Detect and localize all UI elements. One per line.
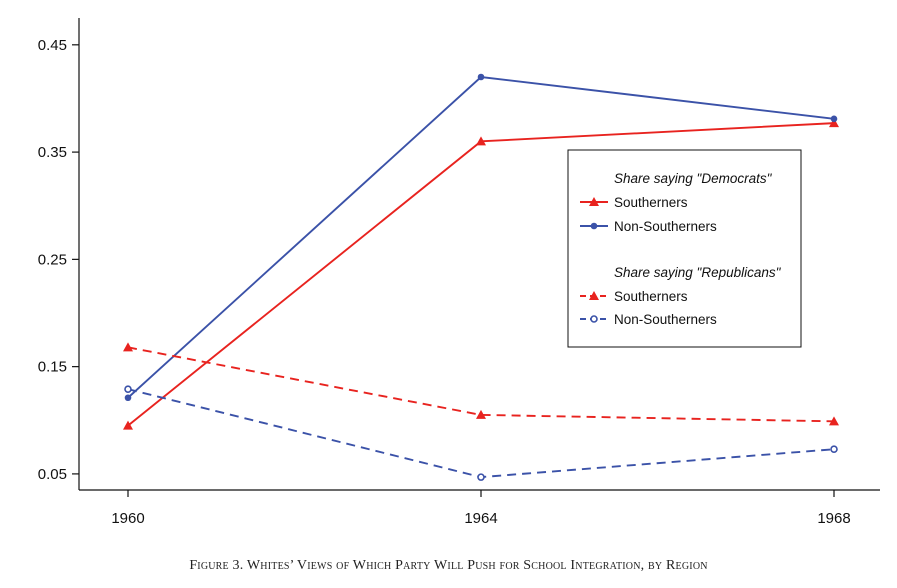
y-tick-label-3: 0.35 — [38, 144, 67, 161]
y-tick-label-2: 0.25 — [38, 251, 67, 268]
series-0 — [123, 118, 839, 430]
point-2-1 — [476, 409, 486, 419]
point-1-0 — [124, 394, 132, 402]
legend-swatch-marker-0 — [589, 197, 599, 206]
legend: Share saying "Democrats" Southerners Non-S… — [567, 149, 802, 348]
legend-label-2: Southerners — [614, 289, 688, 304]
y-tick-label-1: 0.15 — [38, 359, 67, 376]
series-1 — [124, 73, 838, 402]
point-2-0 — [123, 342, 133, 352]
x-tick-label-1: 1964 — [464, 510, 497, 527]
point-3-2 — [830, 445, 838, 454]
legend-label-0: Southerners — [614, 195, 688, 210]
point-1-2 — [830, 115, 838, 123]
x-tick-label-2: 1968 — [817, 510, 850, 527]
series-2 — [123, 342, 839, 426]
legend-swatch-marker-1 — [590, 222, 598, 230]
legend-heading-1: Share saying "Republicans" — [614, 265, 782, 280]
series-3 — [124, 385, 838, 481]
figure-caption: Figure 3. Whites’ Views of Which Party W… — [189, 558, 708, 573]
point-0-1 — [476, 136, 486, 146]
point-0-0 — [123, 420, 133, 430]
point-3-0 — [124, 385, 132, 393]
series-layer — [123, 73, 839, 481]
legend-heading-0: Share saying "Democrats" — [614, 171, 773, 186]
legend-swatch-marker-2 — [589, 291, 599, 300]
axes: 0.05 0.15 0.25 0.35 0.45 1960 1964 1968 — [38, 18, 880, 527]
point-3-1 — [477, 473, 485, 481]
legend-label-3: Non-Southerners — [614, 312, 717, 327]
line-chart: 0.05 0.15 0.25 0.35 0.45 1960 1964 1968 Share s… — [38, 18, 880, 527]
series-line-3 — [127, 388, 835, 479]
legend-box — [567, 149, 802, 348]
y-tick-label-4: 0.45 — [38, 37, 67, 54]
legend-label-1: Non-Southerners — [614, 219, 717, 234]
legend-swatch-marker-3 — [590, 315, 598, 323]
point-2-2 — [829, 416, 839, 426]
point-0-2 — [829, 118, 839, 128]
y-tick-label-0: 0.05 — [38, 466, 67, 483]
point-1-1 — [477, 73, 485, 81]
x-tick-label-0: 1960 — [111, 510, 144, 527]
